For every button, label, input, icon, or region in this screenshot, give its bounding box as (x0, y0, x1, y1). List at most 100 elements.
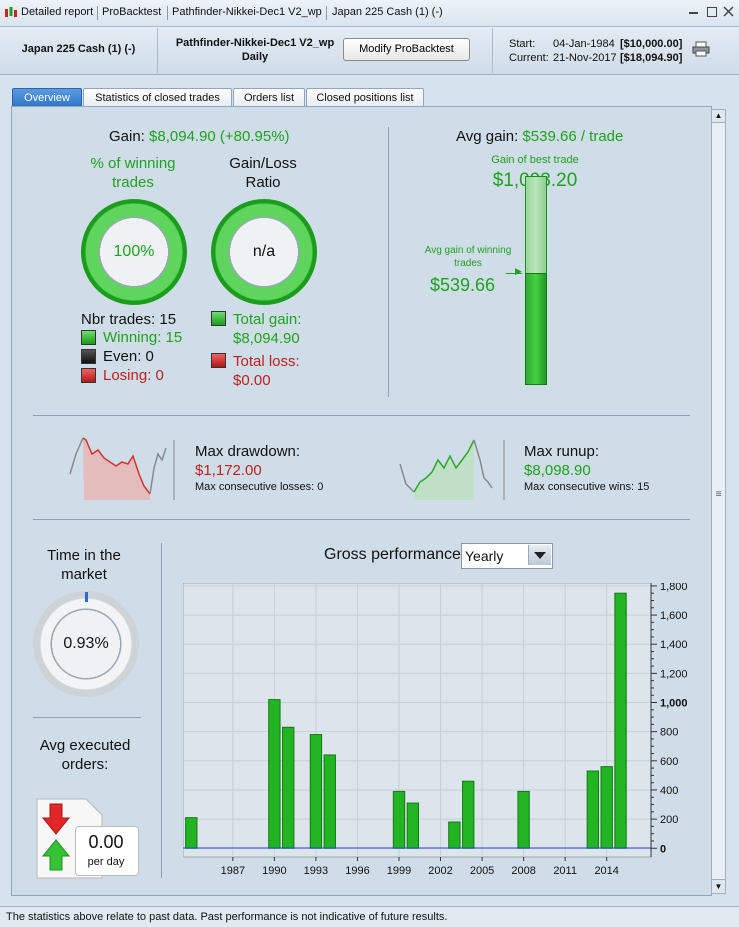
avg-winning-bar (525, 273, 547, 385)
gain-loss-ratio-value: n/a (252, 243, 276, 260)
minimize-icon[interactable] (689, 12, 698, 14)
winning-percent-gauge (81, 199, 187, 305)
winning-count: Winning: 15 (103, 329, 183, 346)
tab-overview[interactable]: Overview (12, 88, 82, 107)
max-drawdown-value: $1,172.00 (195, 462, 262, 479)
header-divider (492, 28, 493, 73)
y-tick-label: 600 (660, 756, 678, 768)
gross-performance-title: Gross performance (324, 546, 461, 563)
bar-2008 (517, 790, 530, 849)
scroll-grip-icon[interactable]: ≡ (715, 489, 722, 500)
printer-icon[interactable] (692, 41, 710, 57)
gross-performance-chart: 0 200 400 600 800 1,000 1,200 1,400 1,600 1,800 1… (183, 583, 688, 877)
x-tick-label: 1999 (387, 865, 411, 877)
breadcrumb-separator (326, 6, 327, 20)
breadcrumb-probacktest[interactable]: ProBacktest (102, 6, 162, 18)
avg-gain-label: Avg gain: (456, 128, 519, 145)
period-select-toggle[interactable] (528, 545, 551, 565)
y-tick-label: 1,600 (660, 610, 688, 622)
avg-pointer-line (506, 273, 522, 274)
bar-2014 (600, 766, 613, 849)
total-gain-swatch (211, 311, 226, 326)
scroll-down-arrow-icon[interactable]: ▼ (712, 879, 725, 893)
x-tick-label: 1993 (304, 865, 328, 877)
max-drawdown-label: Max drawdown: (195, 443, 301, 460)
x-tick-label: 2005 (470, 865, 494, 877)
even-count: Even: 0 (103, 348, 154, 365)
current-value: [$18,094.90] (620, 52, 683, 64)
modify-probacktest-button[interactable]: Modify ProBacktest (343, 38, 470, 61)
winning-percent-value: 100% (113, 243, 155, 260)
total-loss-label: Total loss: (233, 353, 300, 370)
y-tick-label: 0 (660, 843, 666, 855)
bar-1990 (268, 699, 281, 849)
y-tick-label: 1,000 (660, 698, 688, 710)
best-trade-label: Gain of best trade (491, 154, 579, 166)
start-date: 04-Jan-1984 (553, 38, 615, 50)
total-gain-label: Total gain: (233, 311, 302, 328)
scroll-up-arrow-icon[interactable]: ▲ (712, 110, 725, 123)
losing-legend-swatch (81, 368, 96, 383)
vertical-scrollbar[interactable]: ▲ ≡ ▼ (711, 109, 726, 894)
avg-orders-box (75, 826, 139, 876)
timeframe: Daily (241, 51, 269, 63)
total-loss-value: $0.00 (233, 372, 271, 389)
total-gain-value: $8,094.90 (233, 330, 300, 347)
x-tick-label: 2014 (594, 865, 618, 877)
y-tick-label: 1,800 (660, 583, 688, 593)
winning-percent-title: % of winning trades (90, 155, 176, 191)
horizontal-divider (33, 415, 690, 416)
breadcrumb-instrument[interactable]: Japan 225 Cash (1) (-) (332, 6, 443, 18)
chevron-down-icon (534, 552, 546, 559)
chart-y-ticks: 0 200 400 600 800 1,000 1,200 1,400 1,600 1,800 (651, 583, 688, 855)
close-icon[interactable] (723, 6, 734, 17)
section-divider (388, 127, 389, 397)
strategy-name: Pathfinder-Nikkei-Dec1 V2_wp (175, 37, 335, 49)
bar-2003 (448, 821, 461, 849)
bar-1999 (392, 790, 406, 849)
time-in-market-value: 0.93% (63, 635, 109, 652)
bar-1993 (309, 734, 323, 849)
total-loss-swatch (211, 353, 226, 368)
report-header: Japan 225 Cash (1) (-) Pathfinder-Nikkei… (0, 27, 739, 75)
even-legend-swatch (81, 349, 96, 364)
disclaimer-text: The statistics above relate to past data… (6, 911, 448, 923)
tab-orders-list[interactable]: Orders list (233, 88, 305, 107)
horizontal-divider (33, 519, 690, 520)
avg-orders-unit: per day (87, 856, 125, 868)
breadcrumb-separator (167, 6, 168, 20)
max-consecutive-wins: Max consecutive wins: 15 (524, 481, 650, 493)
period-select[interactable]: Yearly (461, 543, 553, 569)
gain-summary: Gain: $8,094.90 (+80.95%) (109, 128, 290, 145)
nbr-trades: Nbr trades: 15 (81, 311, 177, 328)
gain-label: Gain: (109, 128, 145, 145)
breadcrumb-strategy[interactable]: Pathfinder-Nikkei-Dec1 V2_wp (172, 6, 322, 18)
gain-value: $8,094.90 (+80.95%) (149, 128, 290, 145)
tab-closed-positions-list[interactable]: Closed positions list (306, 88, 424, 107)
chart-x-ticks: 1987 1990 1993 1996 1999 2002 2005 2008 2011 2014 (221, 857, 619, 877)
maximize-icon[interactable] (707, 7, 717, 17)
max-runup-label: Max runup: (524, 443, 600, 460)
start-value: [$10,000.00] (620, 38, 683, 50)
gain-loss-ratio-title: Gain/Loss Ratio (229, 155, 297, 191)
window-titlebar: Detailed report ProBacktest Pathfinder-N… (0, 0, 739, 27)
max-runup-value: $8,098.90 (524, 462, 591, 479)
y-tick-label: 800 (660, 727, 678, 739)
status-bar: The statistics above relate to past data… (0, 906, 739, 927)
avg-gain-value: $539.66 / trade (522, 128, 624, 145)
tab-statistics-closed-trades[interactable]: Statistics of closed trades (83, 88, 232, 107)
time-in-market-fill (85, 592, 88, 602)
bar-1984 (185, 817, 198, 849)
x-tick-label: 1987 (221, 865, 245, 877)
x-tick-label: 1996 (345, 865, 369, 877)
breadcrumb-detailed-report[interactable]: Detailed report (21, 6, 94, 18)
bar-2013 (586, 770, 600, 849)
header-divider (157, 28, 158, 73)
runup-sparkline (399, 439, 505, 500)
y-tick-label: 1,400 (660, 639, 688, 651)
period-select-value: Yearly (465, 548, 504, 564)
winning-legend-swatch (81, 330, 96, 345)
max-consecutive-losses: Max consecutive losses: 0 (195, 481, 324, 493)
time-in-market-title: Time in the market (47, 547, 121, 583)
avg-winning-value: $539.66 (430, 275, 496, 295)
